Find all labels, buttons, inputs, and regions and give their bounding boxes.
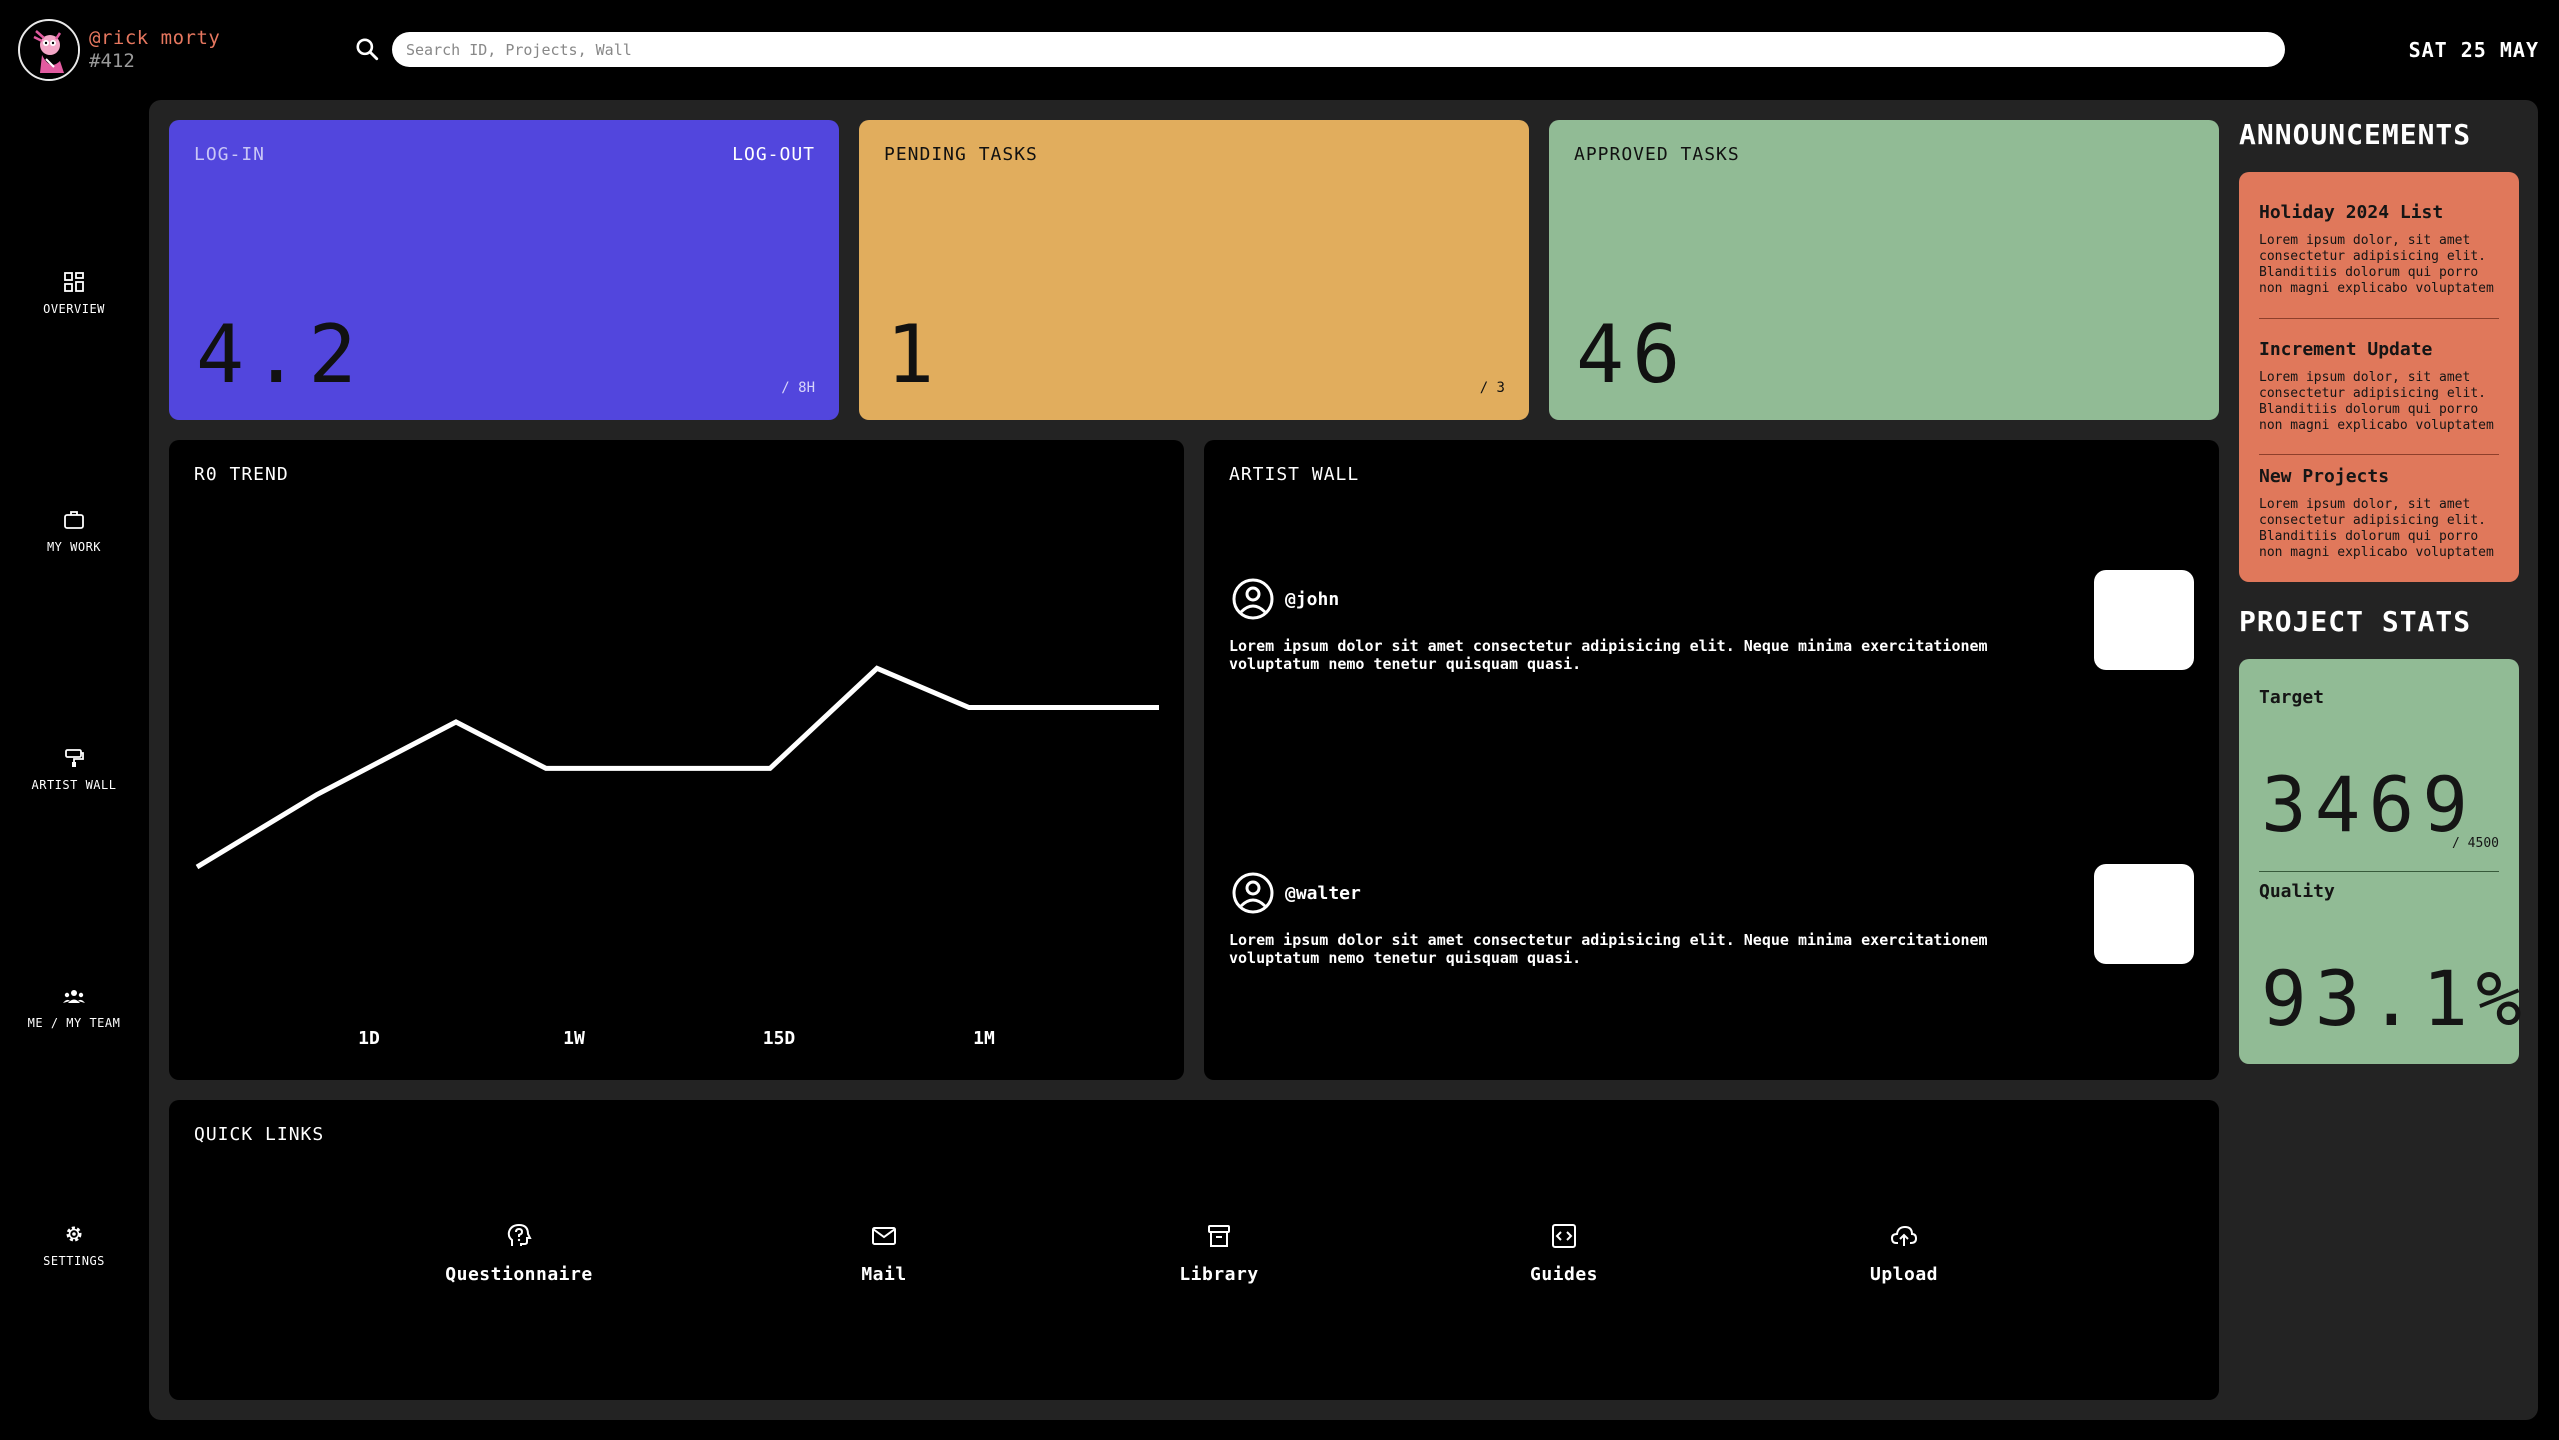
sidebar-item-label: SETTINGS [43,1254,105,1268]
approved-tasks-value: 46 [1576,308,1689,401]
user-name: @rick morty [89,27,221,49]
pending-tasks-value: 1 [886,308,943,401]
wall-post-handle[interactable]: @john [1285,589,1340,610]
login-hours-value: 4.2 [196,308,365,401]
announcement-item[interactable]: Holiday 2024 List Lorem ipsum dolor, sit… [2259,202,2499,297]
login-hours-total: / 8H [781,380,815,396]
wall-post[interactable]: @walter Lorem ipsum dolor sit amet conse… [1229,864,2194,982]
divider [2259,454,2499,455]
wall-post-thumbnail[interactable] [2094,864,2194,964]
trend-series-line [195,665,1159,870]
wall-post-text: Lorem ipsum dolor sit amet consectetur a… [1229,637,1988,673]
top-bar: @rick morty #412 SAT 25 MAY [0,0,2559,98]
trend-title: R0 TREND [194,464,289,485]
archive-icon [1208,1225,1230,1247]
search-icon[interactable] [354,36,380,62]
sidebar-item-label: MY WORK [46,540,102,554]
head-question-icon [507,1223,532,1246]
search-input[interactable] [392,32,2285,67]
sidebar-item-label: ME / MY TEAM [27,1016,121,1030]
trend-card: R0 TREND 1D 1W 15D 1M [169,440,1184,1080]
quick-link-upload[interactable]: Upload [1794,1222,2014,1285]
approved-tasks-card[interactable]: APPROVED TASKS 46 [1549,120,2219,420]
wall-post-handle[interactable]: @walter [1285,883,1361,904]
quick-link-questionnaire[interactable]: Questionnaire [409,1222,629,1285]
gear-icon [66,1226,82,1242]
pending-tasks-title: PENDING TASKS [884,144,1038,165]
cloud-upload-icon [1890,1225,1918,1246]
user-circle-icon [1232,578,1274,620]
announcement-item[interactable]: Increment Update Lorem ipsum dolor, sit … [2259,339,2499,434]
sidebar-item-label: OVERVIEW [43,302,105,316]
avatar-image [22,23,78,79]
pending-tasks-card[interactable]: PENDING TASKS 1 / 3 [859,120,1529,420]
quick-link-label: Mail [861,1264,907,1285]
wall-post-thumbnail[interactable] [2094,570,2194,670]
announcement-body: Lorem ipsum dolor, sit amet consectetur … [2259,233,2494,296]
quick-link-library[interactable]: Library [1109,1222,1329,1285]
sidebar-item-artist-wall[interactable]: ARTIST WALL [0,747,148,792]
sidebar: OVERVIEW MY WORK ARTIST WALL ME / MY TEA… [0,98,148,1440]
project-stats-card: Target 3469 / 4500 Quality 93.1% [2239,659,2522,1064]
user-id: #412 [89,50,135,72]
sidebar-item-settings[interactable]: SETTINGS [0,1223,148,1268]
sidebar-item-team[interactable]: ME / MY TEAM [0,985,148,1030]
briefcase-icon [64,511,84,529]
pending-tasks-total: / 3 [1479,380,1505,396]
quick-links-card: QUICK LINKS Questionnaire Mail Library G… [169,1100,2219,1400]
approved-tasks-title: APPROVED TASKS [1574,144,1740,165]
quality-label: Quality [2259,881,2335,902]
artist-wall-title: ARTIST WALL [1229,464,1360,485]
trend-tick-label[interactable]: 1D [358,1028,380,1049]
divider [2259,871,2499,872]
wall-post[interactable]: @john Lorem ipsum dolor sit amet consect… [1229,570,2194,688]
quick-link-label: Library [1179,1264,1259,1285]
project-stats-heading: PROJECT STATS [2239,605,2472,638]
trend-chart: 1D 1W 15D 1M [195,665,1159,1049]
code-box-icon [1552,1224,1576,1248]
target-label: Target [2259,687,2325,708]
avatar[interactable] [18,19,80,81]
team-icon [63,990,85,1003]
wall-post-text: Lorem ipsum dolor sit amet consectetur a… [1229,931,1988,967]
announcements-heading: ANNOUNCEMENTS [2239,118,2472,151]
sidebar-item-overview[interactable]: OVERVIEW [0,271,148,316]
quick-link-label: Questionnaire [445,1264,593,1285]
quick-link-label: Guides [1529,1264,1599,1285]
announcement-title: Holiday 2024 List [2259,202,2444,223]
trend-tick-label[interactable]: 15D [763,1028,796,1049]
artist-wall-card: ARTIST WALL @john Lorem ipsum dolor sit … [1204,440,2219,1080]
announcement-title: Increment Update [2259,339,2433,360]
target-total: / 4500 [2452,836,2499,851]
paint-roller-icon [65,749,84,767]
announcement-body: Lorem ipsum dolor, sit amet consectetur … [2259,370,2494,433]
login-card: LOG-IN LOG-OUT 4.2 / 8H [169,120,839,420]
quick-link-label: Upload [1869,1264,1939,1285]
user-circle-icon [1232,872,1274,914]
sidebar-item-label: ARTIST WALL [31,778,117,792]
announcement-title: New Projects [2259,466,2390,487]
target-value: 3469 [2261,760,2477,849]
quick-links-title: QUICK LINKS [194,1124,325,1145]
quick-link-mail[interactable]: Mail [774,1222,994,1285]
trend-tick-label[interactable]: 1M [973,1028,995,1049]
quality-value: 93.1% [2261,954,2530,1043]
date-display: SAT 25 MAY [2408,38,2539,62]
login-title: LOG-IN [194,144,266,165]
divider [2259,318,2499,319]
logout-button[interactable]: LOG-OUT [732,144,815,165]
announcement-body: Lorem ipsum dolor, sit amet consectetur … [2259,497,2494,560]
quick-link-guides[interactable]: Guides [1454,1222,1674,1285]
sidebar-item-my-work[interactable]: MY WORK [0,509,148,554]
trend-tick-label[interactable]: 1W [563,1028,585,1049]
grid-icon [64,272,84,292]
announcements-card: Holiday 2024 List Lorem ipsum dolor, sit… [2239,172,2519,582]
mail-icon [872,1227,896,1245]
announcement-item[interactable]: New Projects Lorem ipsum dolor, sit amet… [2259,466,2499,561]
